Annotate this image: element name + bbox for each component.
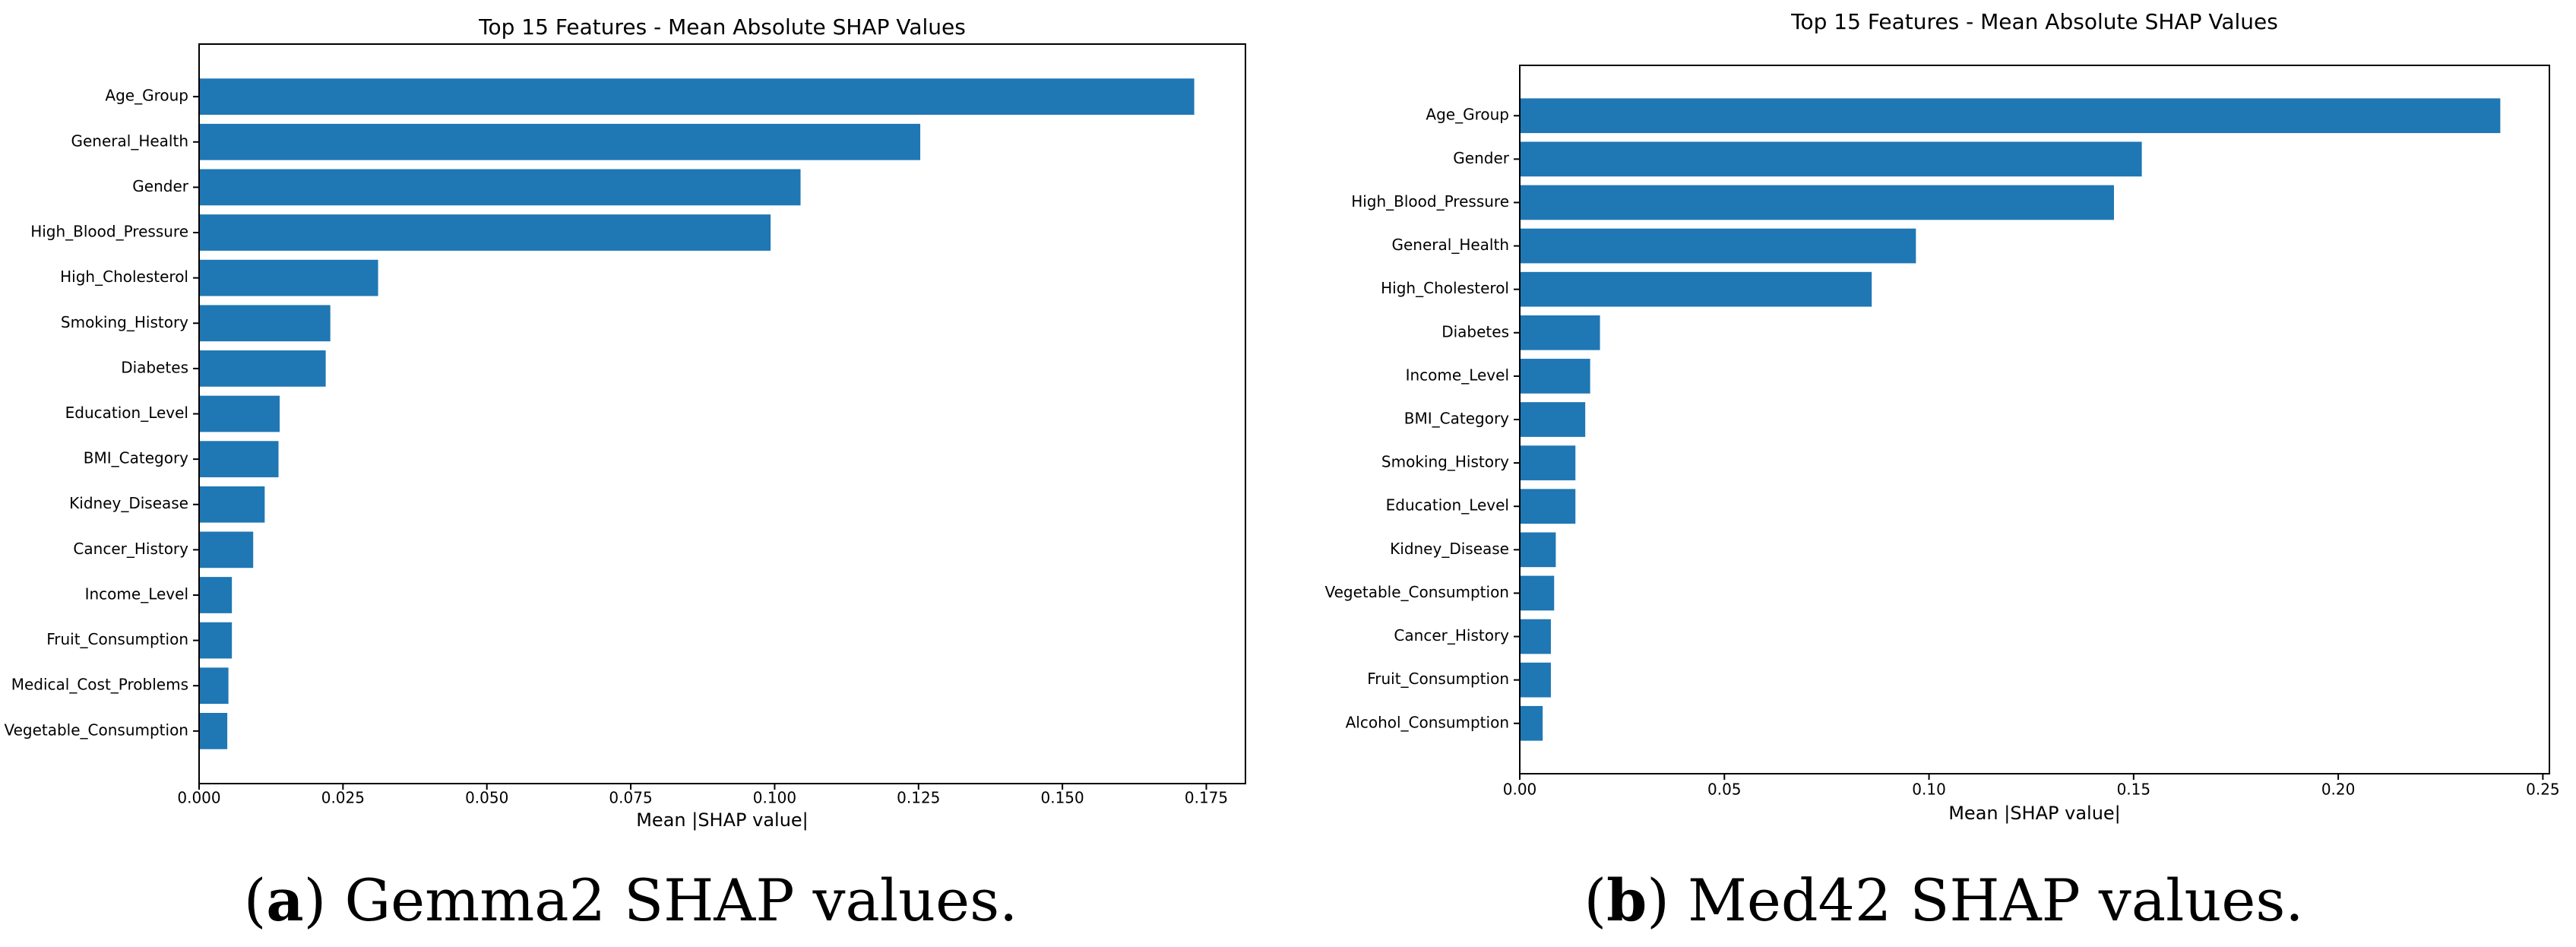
- bar: [1520, 271, 1872, 307]
- caption-part: b: [1606, 866, 1647, 934]
- caption-part: (: [1584, 866, 1606, 934]
- x-tick-label: 0.125: [897, 789, 940, 807]
- y-tick-label: Fruit_Consumption: [46, 630, 188, 648]
- x-tick-label: 0.075: [609, 789, 652, 807]
- bar: [1520, 445, 1576, 480]
- bar: [1520, 185, 2114, 220]
- y-tick-label: Diabetes: [121, 358, 188, 376]
- bar: [199, 259, 378, 296]
- y-tick-label: Vegetable_Consumption: [1324, 583, 1509, 601]
- bar: [1520, 532, 1556, 568]
- bar: [1520, 662, 1551, 698]
- caption-part: ) Med42 SHAP values.: [1647, 866, 2303, 934]
- x-tick-label: 0.050: [465, 789, 508, 807]
- x-tick-label: 0.20: [2321, 781, 2356, 799]
- y-tick-label: High_Cholesterol: [60, 268, 188, 286]
- y-tick-label: Education_Level: [65, 404, 188, 422]
- x-tick-label: 0.000: [177, 789, 220, 807]
- bar: [199, 169, 801, 206]
- bar: [199, 350, 326, 387]
- bar: [1520, 575, 1555, 611]
- y-tick-label: High_Cholesterol: [1381, 279, 1509, 297]
- bar: [1520, 98, 2501, 134]
- chart: Top 15 Features - Mean Absolute SHAP Val…: [4, 14, 1246, 934]
- y-tick-label: General_Health: [1392, 236, 1510, 254]
- caption-part: a: [266, 866, 303, 934]
- axes-frame: [198, 43, 1246, 784]
- y-tick-label: Cancer_History: [1394, 626, 1509, 645]
- bar: [1520, 705, 1543, 741]
- bar: [199, 395, 280, 432]
- bar: [1520, 315, 1600, 350]
- bar: [199, 531, 254, 569]
- bar: [1520, 141, 2142, 177]
- y-tick-label: Age_Group: [1426, 106, 1509, 124]
- y-tick-label: High_Blood_Pressure: [1351, 192, 1509, 211]
- bar: [1520, 619, 1551, 654]
- x-tick-label: 0.025: [321, 789, 365, 807]
- chart: Top 15 Features - Mean Absolute SHAP Val…: [1324, 9, 2559, 934]
- y-tick-label: Gender: [1453, 149, 1509, 167]
- x-axis-label: Mean |SHAP value|: [1948, 803, 2121, 824]
- y-tick-label: BMI_Category: [84, 449, 188, 467]
- x-tick-label: 0.25: [2526, 781, 2560, 799]
- y-tick-label: Education_Level: [1386, 496, 1509, 515]
- y-tick-label: Fruit_Consumption: [1367, 670, 1509, 688]
- bar: [1520, 402, 1586, 437]
- y-tick-label: Medical_Cost_Problems: [11, 676, 188, 694]
- chart-title: Top 15 Features - Mean Absolute SHAP Val…: [478, 14, 966, 40]
- x-tick-label: 0.10: [1912, 781, 1946, 799]
- y-tick-label: Income_Level: [1406, 366, 1509, 384]
- bar: [199, 712, 228, 749]
- caption-part: ) Gemma2 SHAP values.: [304, 866, 1018, 934]
- bar: [199, 577, 233, 613]
- y-tick-label: Cancer_History: [73, 540, 188, 558]
- y-tick-label: Smoking_History: [1381, 453, 1509, 471]
- bar: [199, 123, 921, 160]
- x-tick-label: 0.100: [753, 789, 796, 807]
- chart-title: Top 15 Features - Mean Absolute SHAP Val…: [1790, 9, 2278, 34]
- axes-frame: [1519, 65, 2550, 774]
- y-tick-label: General_Health: [71, 131, 189, 150]
- bar: [1520, 228, 1916, 264]
- bar: [199, 667, 229, 705]
- bar: [199, 214, 771, 251]
- y-tick-label: Diabetes: [1441, 322, 1509, 340]
- bar: [199, 622, 233, 659]
- bar: [1520, 489, 1576, 524]
- y-tick-label: Income_Level: [85, 584, 188, 603]
- y-tick-label: High_Blood_Pressure: [30, 223, 188, 241]
- y-tick-label: Age_Group: [105, 87, 188, 105]
- x-tick-label: 0.15: [2117, 781, 2151, 799]
- x-tick-label: 0.175: [1185, 789, 1228, 807]
- bar: [1520, 359, 1590, 394]
- y-tick-label: Smoking_History: [61, 313, 188, 331]
- x-tick-label: 0.150: [1041, 789, 1084, 807]
- bar: [199, 486, 265, 523]
- y-tick-label: Gender: [132, 177, 188, 195]
- caption: (a) Gemma2 SHAP values.: [244, 866, 1018, 934]
- y-tick-label: Vegetable_Consumption: [4, 721, 188, 739]
- bar: [199, 78, 1195, 116]
- x-tick-label: 0.00: [1503, 781, 1537, 799]
- x-axis-label: Mean |SHAP value|: [636, 809, 809, 831]
- x-tick-label: 0.05: [1707, 781, 1742, 799]
- y-tick-label: Kidney_Disease: [1390, 540, 1509, 558]
- bar: [199, 441, 279, 477]
- caption: (b) Med42 SHAP values.: [1584, 866, 2303, 934]
- bar: [199, 305, 331, 342]
- y-tick-label: BMI_Category: [1404, 410, 1509, 428]
- y-tick-label: Kidney_Disease: [69, 494, 188, 512]
- y-tick-label: Alcohol_Consumption: [1346, 713, 1509, 731]
- caption-part: (: [244, 866, 267, 934]
